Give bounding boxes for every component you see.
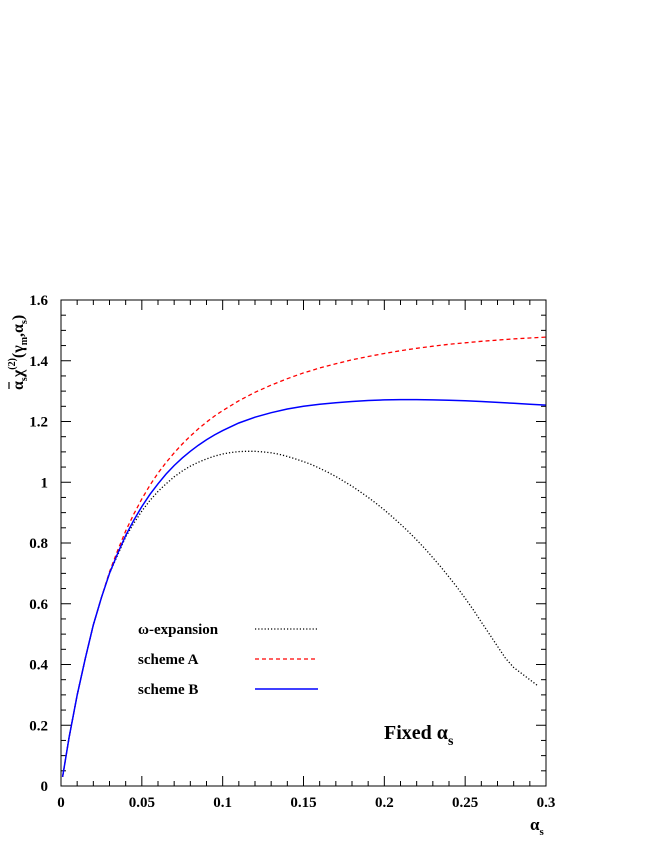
y-tick-label: 0.2 xyxy=(29,718,48,734)
series-line-scheme-a xyxy=(61,336,547,778)
legend: ω-expansion scheme A scheme B xyxy=(138,622,318,698)
y-tick-label: 0.6 xyxy=(29,597,48,613)
x-tick-label: 0 xyxy=(57,795,65,811)
svg-text:αsχ(2)(γm,αs): αsχ(2)(γm,αs) xyxy=(7,315,30,390)
y-axis-label: αsχ(2)(γm,αs) xyxy=(7,315,30,390)
series-line-expansion xyxy=(61,450,539,778)
annotation-text: Fixed α xyxy=(384,722,448,744)
annotation-fixed-alpha: Fixed αs xyxy=(384,722,454,749)
x-tick-label: 0.25 xyxy=(452,795,478,811)
y-tick-label: 0.8 xyxy=(29,536,48,552)
y-tick-labels: 0 0.2 0.4 0.6 0.8 1 1.2 1.4 1.6 xyxy=(29,293,48,795)
legend-label: ω-expansion xyxy=(138,622,219,638)
plot-frame xyxy=(60,299,547,787)
y-tick-label: 1.6 xyxy=(29,293,48,309)
x-tick-label: 0.15 xyxy=(290,795,316,811)
y-tick-label: 1 xyxy=(41,475,49,491)
legend-label: scheme A xyxy=(138,652,199,668)
x-tick-labels: 0 0.05 0.1 0.15 0.2 0.25 0.3 xyxy=(57,795,555,811)
x-axis-label: αs xyxy=(530,815,545,838)
x-tick-label: 0.2 xyxy=(375,795,394,811)
series-group xyxy=(61,336,547,778)
y-tick-label: 0.4 xyxy=(29,658,48,674)
x-tick-label: 0.3 xyxy=(537,795,556,811)
y-tick-label: 0 xyxy=(41,779,49,795)
y-tick-label: 1.2 xyxy=(29,415,48,431)
y-tick-label: 1.4 xyxy=(29,354,48,370)
svg-text:Fixed αs: Fixed αs xyxy=(384,722,454,749)
x-tick-label: 0.1 xyxy=(213,795,232,811)
annotation-subscript: s xyxy=(448,734,454,749)
legend-label: scheme B xyxy=(138,682,198,698)
x-tick-label: 0.05 xyxy=(129,795,155,811)
series-line-scheme-b xyxy=(61,398,547,778)
